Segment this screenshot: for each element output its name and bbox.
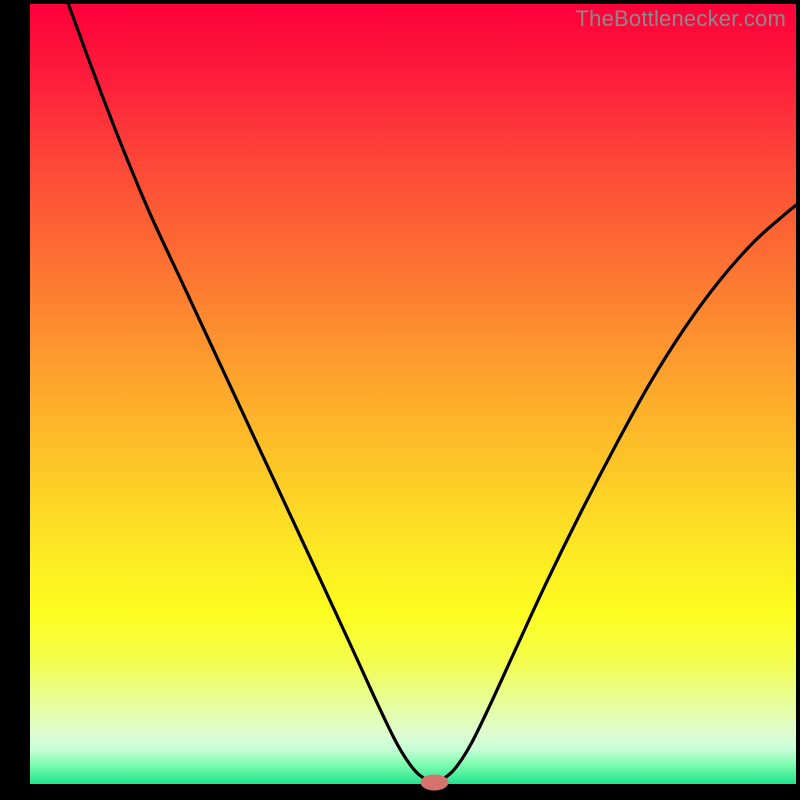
optimal-point-marker (420, 774, 448, 790)
chart-background (30, 4, 796, 784)
chart-svg (0, 0, 800, 800)
bottleneck-chart: TheBottlenecker.com (0, 0, 800, 800)
watermark-text: TheBottlenecker.com (576, 6, 786, 32)
